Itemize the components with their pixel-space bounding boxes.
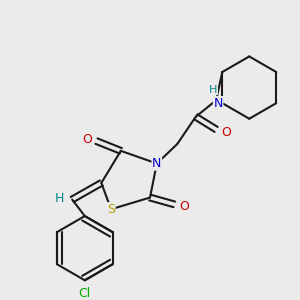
Text: S: S — [107, 203, 115, 216]
Text: O: O — [82, 133, 92, 146]
Text: N: N — [152, 157, 161, 170]
Text: H: H — [209, 85, 218, 94]
Text: N: N — [213, 97, 223, 110]
Text: H: H — [55, 192, 64, 205]
Text: O: O — [221, 126, 231, 139]
Text: Cl: Cl — [79, 287, 91, 300]
Text: O: O — [179, 200, 189, 213]
